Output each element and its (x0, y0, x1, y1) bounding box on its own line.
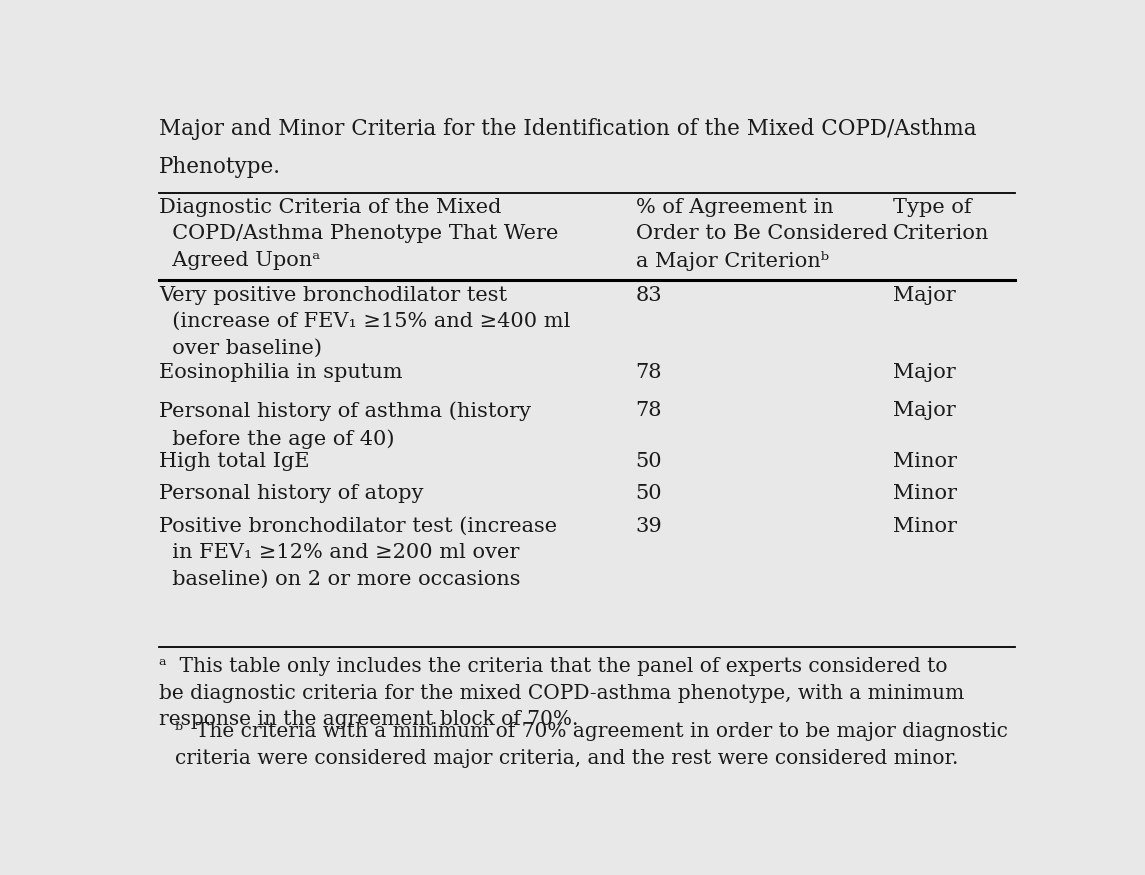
Text: 83: 83 (635, 285, 662, 304)
Text: Major: Major (893, 285, 956, 304)
Text: High total IgE: High total IgE (159, 452, 309, 471)
Text: ᵇ  The criteria with a minimum of 70% agreement in order to be major diagnostic
: ᵇ The criteria with a minimum of 70% agr… (175, 722, 1008, 768)
Text: Minor: Minor (893, 452, 957, 471)
Text: Major: Major (893, 363, 956, 382)
Text: Type of
Criterion: Type of Criterion (893, 198, 989, 243)
Text: 78: 78 (635, 363, 662, 382)
Text: % of Agreement in
Order to Be Considered
a Major Criterionᵇ: % of Agreement in Order to Be Considered… (635, 198, 887, 271)
Text: 50: 50 (635, 485, 662, 503)
Text: Major and Minor Criteria for the Identification of the Mixed COPD/Asthma: Major and Minor Criteria for the Identif… (159, 118, 977, 141)
Text: Eosinophilia in sputum: Eosinophilia in sputum (159, 363, 403, 382)
Text: Personal history of atopy: Personal history of atopy (159, 485, 424, 503)
Text: Minor: Minor (893, 485, 957, 503)
Text: Very positive bronchodilator test
  (increase of FEV₁ ≥15% and ≥400 ml
  over ba: Very positive bronchodilator test (incre… (159, 285, 570, 358)
Text: Personal history of asthma (history
  before the age of 40): Personal history of asthma (history befo… (159, 402, 531, 449)
Text: Diagnostic Criteria of the Mixed
  COPD/Asthma Phenotype That Were
  Agreed Upon: Diagnostic Criteria of the Mixed COPD/As… (159, 198, 559, 270)
Text: Phenotype.: Phenotype. (159, 156, 282, 178)
Text: Minor: Minor (893, 516, 957, 536)
Text: 50: 50 (635, 452, 662, 471)
Text: 39: 39 (635, 516, 662, 536)
Text: Positive bronchodilator test (increase
  in FEV₁ ≥12% and ≥200 ml over
  baselin: Positive bronchodilator test (increase i… (159, 516, 558, 589)
Text: 78: 78 (635, 402, 662, 421)
Text: Major: Major (893, 402, 956, 421)
Text: ᵃ  This table only includes the criteria that the panel of experts considered to: ᵃ This table only includes the criteria … (159, 657, 964, 730)
